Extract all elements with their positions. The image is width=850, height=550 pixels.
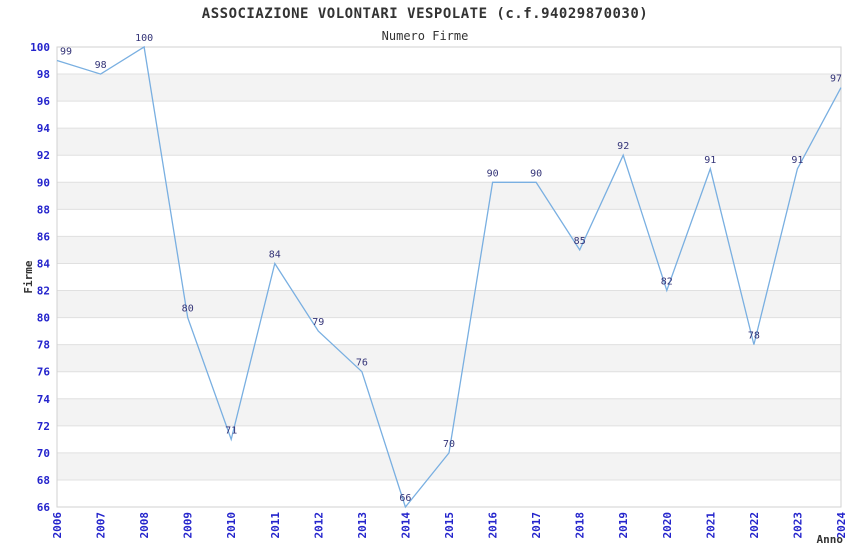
plot-band	[57, 290, 841, 318]
x-tick-label: 2010	[225, 512, 238, 539]
point-value-label: 82	[661, 277, 673, 288]
y-tick-label: 68	[37, 474, 50, 487]
point-value-label: 90	[487, 168, 499, 179]
point-value-label: 71	[225, 425, 237, 436]
y-tick-label: 86	[37, 230, 51, 243]
x-tick-label: 2016	[487, 512, 500, 539]
y-tick-label: 90	[37, 176, 50, 189]
y-tick-label: 88	[37, 203, 50, 216]
y-tick-label: 78	[37, 339, 50, 352]
y-tick-label: 82	[37, 285, 50, 298]
y-tick-label: 70	[37, 447, 50, 460]
point-value-label: 84	[269, 250, 281, 261]
point-value-label: 91	[704, 155, 716, 166]
y-tick-label: 92	[37, 149, 50, 162]
x-tick-label: 2014	[399, 512, 412, 539]
point-value-label: 85	[574, 236, 586, 247]
plot-band	[57, 74, 841, 102]
plot-band	[57, 344, 841, 372]
x-tick-label: 2024	[835, 512, 848, 539]
point-value-label: 90	[530, 168, 542, 179]
x-tick-label: 2017	[530, 512, 543, 539]
x-tick-label: 2013	[356, 512, 369, 539]
x-tick-label: 2011	[269, 512, 282, 539]
y-tick-label: 100	[30, 41, 50, 54]
plot-border	[56, 46, 842, 508]
plot-band	[57, 317, 841, 345]
plot-band	[57, 452, 841, 480]
y-tick-label: 84	[37, 258, 51, 271]
y-tick-label: 66	[37, 501, 51, 514]
plot-band	[57, 182, 841, 210]
x-tick-label: 2020	[661, 512, 674, 539]
point-value-label: 80	[182, 304, 194, 315]
point-value-label: 66	[399, 493, 411, 504]
x-tick-label: 2018	[574, 512, 587, 539]
data-line	[56, 45, 842, 509]
y-tick-label: 94	[37, 122, 51, 135]
plot-band	[57, 371, 841, 399]
x-tick-label: 2006	[51, 512, 64, 539]
point-value-label: 92	[617, 141, 629, 152]
plot-band	[57, 263, 841, 291]
plot-band	[57, 155, 841, 183]
y-tick-label: 74	[37, 393, 51, 406]
y-tick-label: 96	[37, 95, 51, 108]
x-tick-label: 2009	[182, 512, 195, 539]
x-tick-label: 2021	[704, 512, 717, 539]
chart-subtitle: Numero Firme	[381, 29, 469, 43]
plot-band	[57, 479, 841, 507]
x-tick-label: 2012	[312, 512, 325, 539]
y-tick-label: 98	[37, 68, 50, 81]
plot-band	[57, 398, 841, 426]
plot-band	[57, 101, 841, 129]
point-value-label: 97	[830, 74, 842, 85]
y-tick-label: 76	[37, 366, 51, 379]
y-axis-title: Firme	[22, 260, 35, 293]
chart-title: ASSOCIAZIONE VOLONTARI VESPOLATE (c.f.94…	[201, 6, 649, 22]
x-tick-label: 2008	[138, 512, 151, 539]
plot-band	[57, 425, 841, 453]
point-value-label: 79	[312, 317, 324, 328]
plot-band	[57, 128, 841, 156]
point-value-label: 99	[60, 47, 72, 58]
plot-band	[57, 236, 841, 264]
x-tick-label: 2015	[443, 512, 456, 539]
y-tick-label: 80	[37, 312, 50, 325]
point-value-label: 78	[748, 331, 760, 342]
x-tick-label: 2019	[617, 512, 630, 539]
x-tick-label: 2007	[95, 512, 108, 539]
x-axis-title: Anno	[817, 533, 844, 546]
plot-band	[57, 209, 841, 237]
point-value-label: 98	[95, 60, 107, 71]
x-tick-label: 2022	[748, 512, 761, 539]
y-tick-label: 72	[37, 420, 50, 433]
x-tick-label: 2023	[791, 512, 804, 539]
point-value-label: 70	[443, 439, 455, 450]
point-value-label: 91	[791, 155, 803, 166]
plot-band	[57, 47, 841, 75]
point-value-label: 100	[135, 33, 153, 44]
point-value-label: 76	[356, 358, 368, 369]
